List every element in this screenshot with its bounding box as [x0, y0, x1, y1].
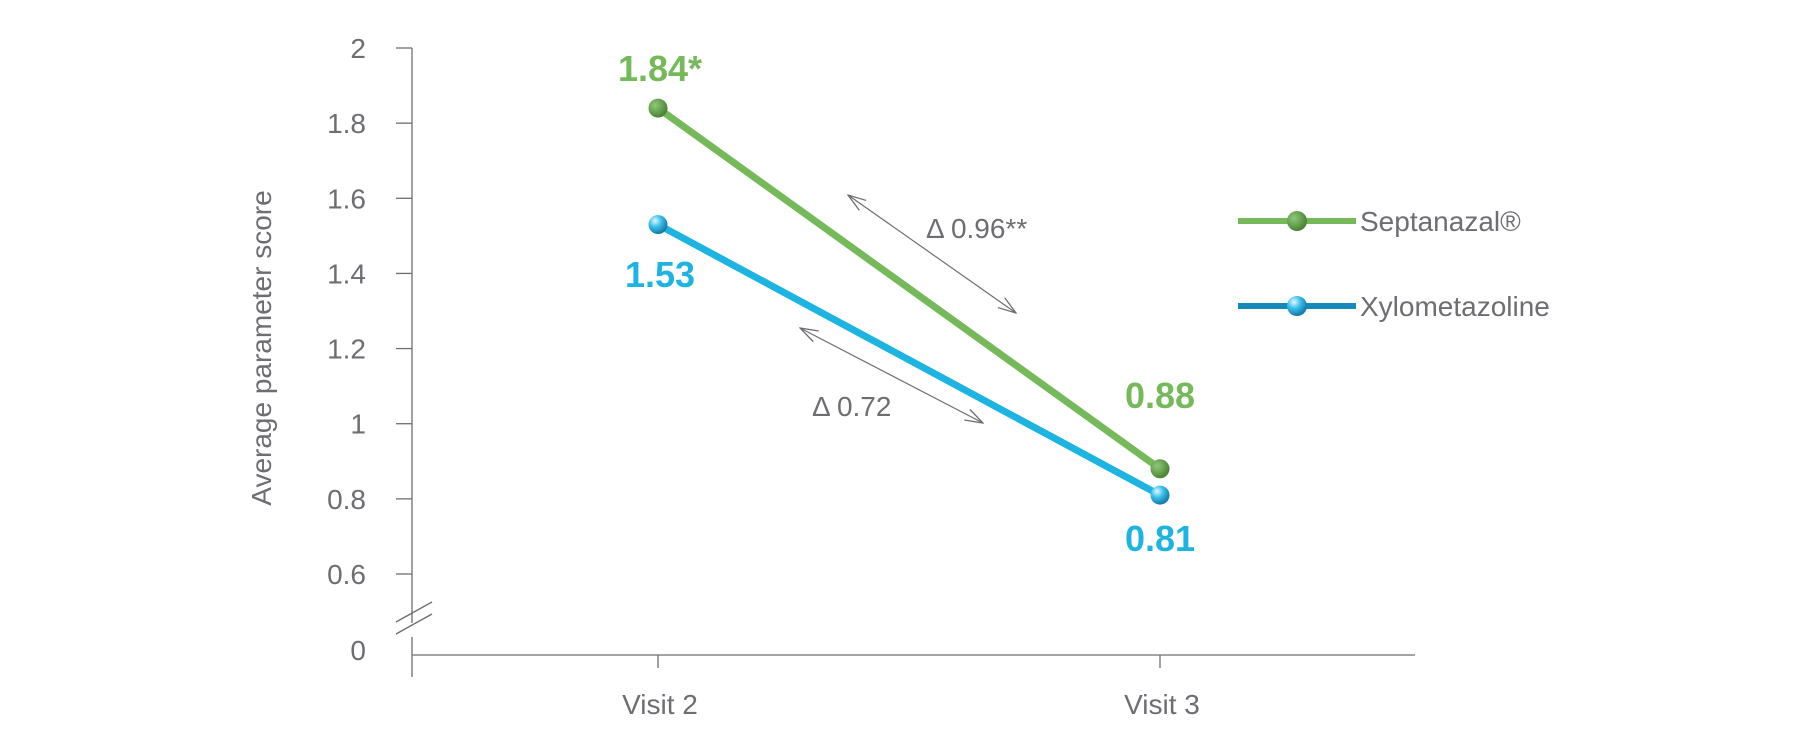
y-tick-label: 1.4 [327, 258, 366, 289]
data-label-septanazal-visit-2: 1.84* [618, 48, 702, 89]
axes: 00.60.811.21.41.61.82 [327, 33, 1415, 677]
legend-marker-septanazal [1287, 211, 1307, 231]
series-line-septanazal [654, 104, 1164, 473]
axis-break-mark-1 [395, 601, 433, 623]
delta-label-septanazal: Δ 0.96** [926, 213, 1027, 244]
data-point-septanazal-visit-3 [1150, 459, 1170, 479]
y-tick-label: 1 [350, 409, 366, 440]
y-tick-label: 0.6 [327, 559, 366, 590]
series-line-xylometazoline [654, 221, 1164, 499]
data-point-xylometazoline-visit-3 [1150, 485, 1170, 505]
delta-label-xylometazoline: Δ 0.72 [812, 391, 891, 422]
delta-arrow-septanazal [848, 195, 1016, 313]
series-layer [648, 98, 1170, 505]
legend: Septanazal® Xylometazoline [1238, 206, 1550, 322]
data-label-septanazal-visit-3: 0.88 [1125, 375, 1195, 416]
y-ticks: 0 0.6 0.8 1 1.2 1.4 1.6 1.8 2 [327, 33, 412, 666]
legend-marker-xylometazoline [1287, 296, 1307, 316]
x-label-visit-3: Visit 3 [1124, 689, 1200, 720]
y-tick-label: 0 [350, 635, 366, 666]
legend-label-septanazal: Septanazal® [1360, 206, 1521, 237]
y-tick-label: 1.8 [327, 108, 366, 139]
legend-label-xylometazoline: Xylometazoline [1360, 291, 1550, 322]
y-tick-label: 2 [350, 33, 366, 64]
x-label-visit-2: Visit 2 [622, 689, 698, 720]
delta-arrow-xylometazoline [800, 328, 983, 423]
data-point-xylometazoline-visit-2 [648, 215, 668, 235]
data-label-xylometazoline-visit-2: 1.53 [625, 254, 695, 295]
data-label-xylometazoline-visit-3: 0.81 [1125, 518, 1195, 559]
y-tick-label: 1.6 [327, 183, 366, 214]
y-tick-label: 0.8 [327, 484, 366, 515]
y-axis-title: Average parameter score [246, 190, 277, 505]
axis-break-mark-2 [395, 613, 433, 635]
y-tick-label: 1.2 [327, 334, 366, 365]
data-point-septanazal-visit-2 [648, 98, 668, 118]
